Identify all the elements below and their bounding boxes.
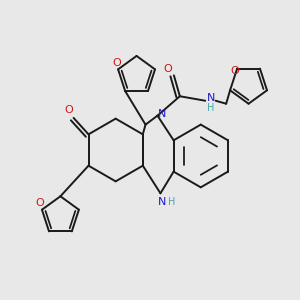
Text: O: O [112,58,121,68]
Text: O: O [65,105,74,116]
Text: O: O [164,64,172,74]
Text: O: O [231,66,239,76]
Text: H: H [168,197,176,207]
Text: N: N [158,109,166,119]
Text: N: N [206,93,215,103]
Text: H: H [207,103,214,113]
Text: O: O [35,198,44,208]
Text: N: N [158,197,166,207]
